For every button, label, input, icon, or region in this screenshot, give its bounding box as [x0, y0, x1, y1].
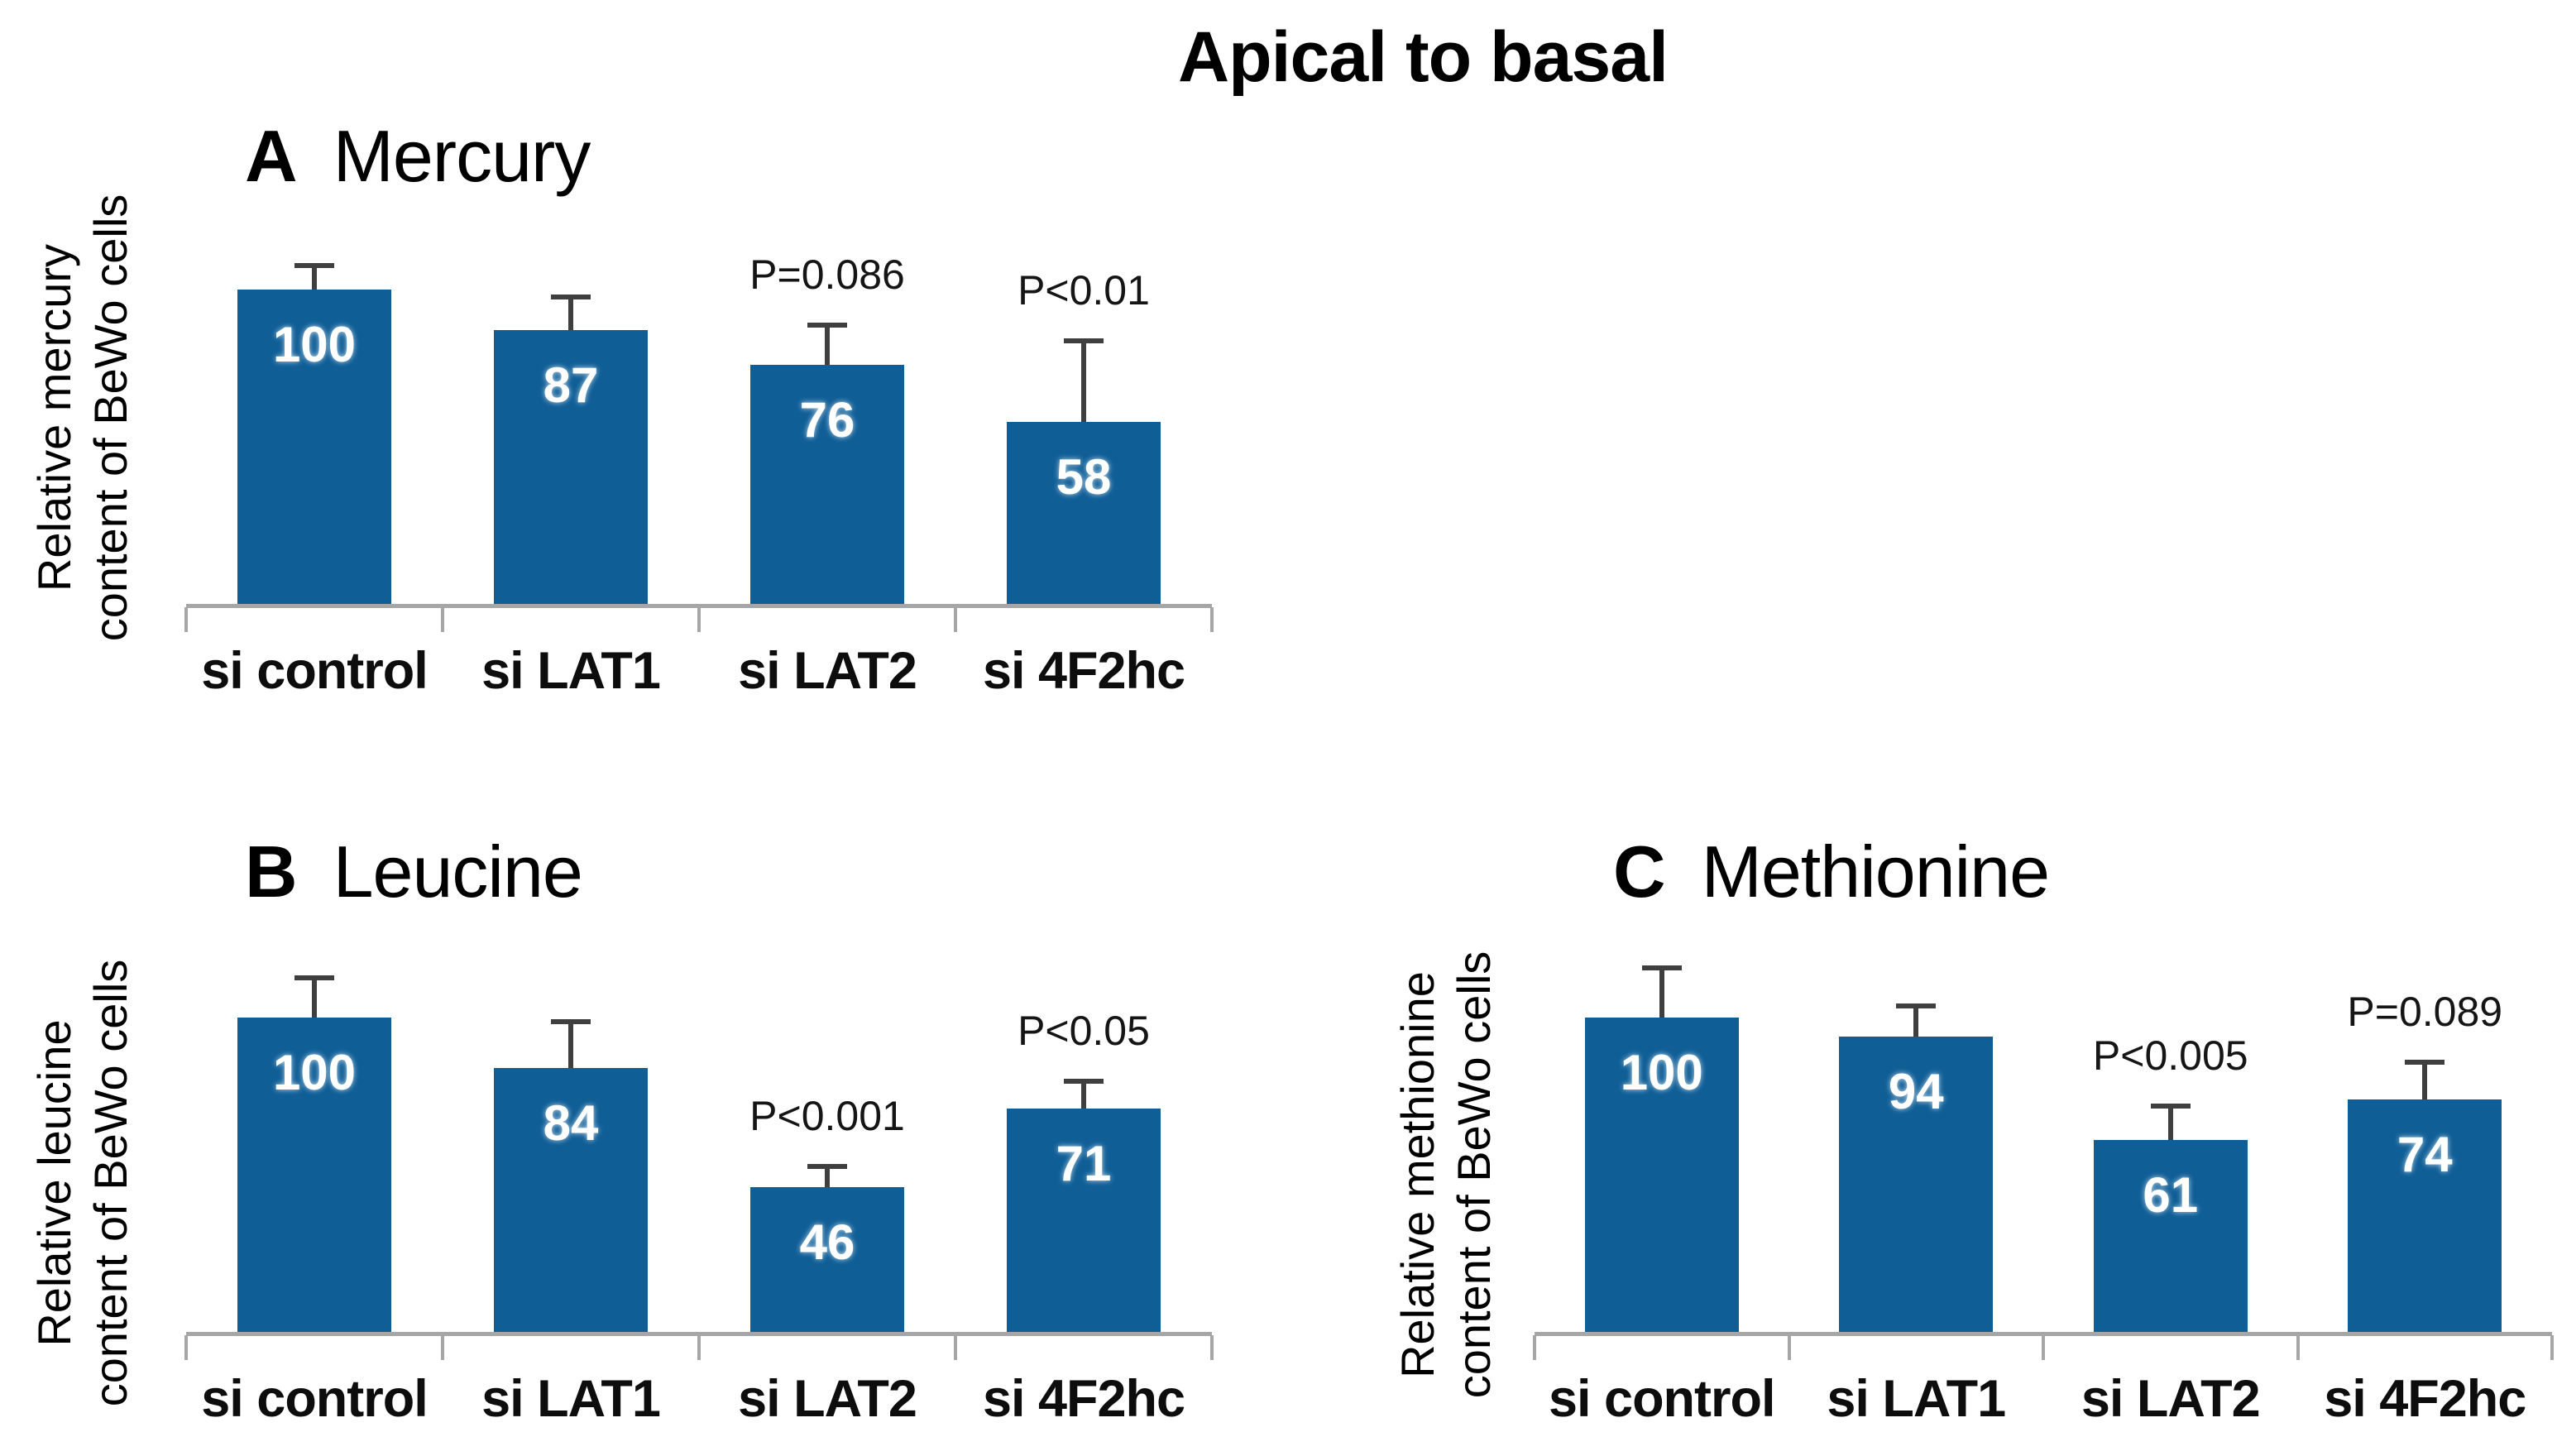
bar [494, 330, 648, 604]
error-bar-cap [807, 1163, 847, 1169]
figure-title: Apical to basal [1178, 17, 1669, 97]
bar-value-label: 100 [1620, 1045, 1703, 1100]
x-tick-label: si control [201, 642, 429, 700]
x-axis-tick [184, 607, 188, 632]
panel-c-letter: C [1613, 831, 1666, 912]
x-tick-label: si LAT2 [738, 1370, 917, 1428]
p-value-annotation: P=0.089 [2347, 989, 2503, 1036]
bar-value-label: 84 [543, 1094, 599, 1151]
bar-value-label: 46 [799, 1214, 855, 1271]
x-tick-label: si 4F2hc [982, 642, 1185, 700]
panel-c-title: C Methionine [1613, 830, 2051, 914]
bar-value-label: 76 [799, 392, 855, 448]
x-axis-tick [2550, 1335, 2554, 1360]
x-tick-label: si LAT2 [738, 642, 917, 700]
bar-value-label: 94 [1888, 1063, 1944, 1119]
error-bar-stem [568, 295, 573, 331]
x-axis-tick [1210, 1335, 1214, 1360]
bar-value-label: 87 [543, 357, 599, 414]
x-axis-tick [441, 1335, 444, 1360]
x-axis-line [186, 1332, 1212, 1336]
bar [494, 1067, 648, 1332]
bar [2093, 1140, 2248, 1332]
error-bar-stem [2422, 1061, 2428, 1099]
x-tick-label: si LAT1 [481, 1370, 661, 1428]
error-bar-cap [551, 294, 591, 299]
bar [1839, 1036, 1994, 1332]
x-tick-label: si 4F2hc [982, 1370, 1185, 1428]
bar-value-label: 100 [272, 1045, 357, 1100]
panel-a-letter: A [245, 115, 298, 197]
error-bar-stem [1081, 339, 1086, 422]
error-bar-stem [312, 264, 317, 290]
x-axis-tick [954, 1335, 957, 1360]
x-axis-tick [697, 1335, 701, 1360]
bar-value-label: 61 [2143, 1167, 2199, 1224]
panel-a-title: A Mercury [245, 114, 591, 199]
x-axis-line [186, 604, 1212, 608]
bar [237, 1018, 391, 1332]
x-tick-label: si LAT1 [481, 642, 661, 700]
x-axis-tick [697, 607, 701, 632]
x-axis-tick [954, 607, 957, 632]
error-bar-cap [1064, 338, 1104, 343]
bar-value-label: 58 [1056, 448, 1112, 505]
error-bar-cap [294, 262, 334, 268]
bar-value-label: 100 [272, 317, 357, 372]
error-bar-cap [1896, 1003, 1937, 1008]
p-value-annotation: P<0.001 [749, 1092, 905, 1139]
panel-c-title-text: Methionine [1701, 831, 2051, 912]
x-tick-label: si control [201, 1370, 429, 1428]
bar [2348, 1099, 2502, 1332]
x-axis-tick [2042, 1335, 2045, 1360]
error-bar-cap [294, 975, 334, 980]
error-bar-cap [807, 322, 847, 328]
bar [1584, 1018, 1739, 1332]
x-axis-tick [1787, 1335, 1791, 1360]
error-bar-cap [2150, 1104, 2191, 1109]
error-bar-stem [1081, 1080, 1086, 1109]
x-axis-tick [1533, 1335, 1536, 1360]
error-bar-stem [312, 976, 317, 1018]
error-bar-cap [2405, 1060, 2445, 1066]
error-bar-stem [1913, 1004, 1919, 1037]
error-bar-cap [551, 1018, 591, 1024]
panel-b-title: B Leucine [245, 830, 583, 914]
bar [750, 1187, 904, 1332]
bar [1007, 1109, 1161, 1332]
x-tick-label: si LAT2 [2081, 1370, 2261, 1428]
error-bar-stem [568, 1020, 573, 1068]
panel-b-title-text: Leucine [333, 831, 583, 912]
bar-value-label: 74 [2397, 1126, 2453, 1182]
p-value-annotation: P<0.01 [1018, 266, 1150, 314]
p-value-annotation: P<0.05 [1018, 1008, 1150, 1054]
error-bar-cap [1641, 965, 1682, 971]
panel-a-title-text: Mercury [333, 115, 591, 197]
error-bar-stem [825, 323, 830, 366]
x-axis-tick [1210, 607, 1214, 632]
x-tick-label: si LAT1 [1827, 1370, 2006, 1428]
x-axis-tick [441, 607, 444, 632]
bar [1007, 421, 1161, 604]
x-tick-label: si control [1548, 1370, 1776, 1428]
bar-value-label: 71 [1056, 1136, 1112, 1192]
x-tick-label: si 4F2hc [2324, 1370, 2526, 1428]
p-value-annotation: P<0.005 [2092, 1032, 2248, 1080]
bar [750, 365, 904, 604]
panel-b-letter: B [245, 831, 298, 912]
error-bar-cap [1064, 1079, 1104, 1084]
x-axis-tick [2296, 1335, 2300, 1360]
error-bar-stem [825, 1165, 830, 1188]
p-value-annotation: P=0.086 [749, 251, 905, 298]
x-axis-tick [184, 1335, 188, 1360]
bar [237, 290, 391, 604]
error-bar-stem [1659, 967, 1664, 1018]
error-bar-stem [2167, 1105, 2173, 1141]
x-axis-line [1535, 1332, 2552, 1336]
